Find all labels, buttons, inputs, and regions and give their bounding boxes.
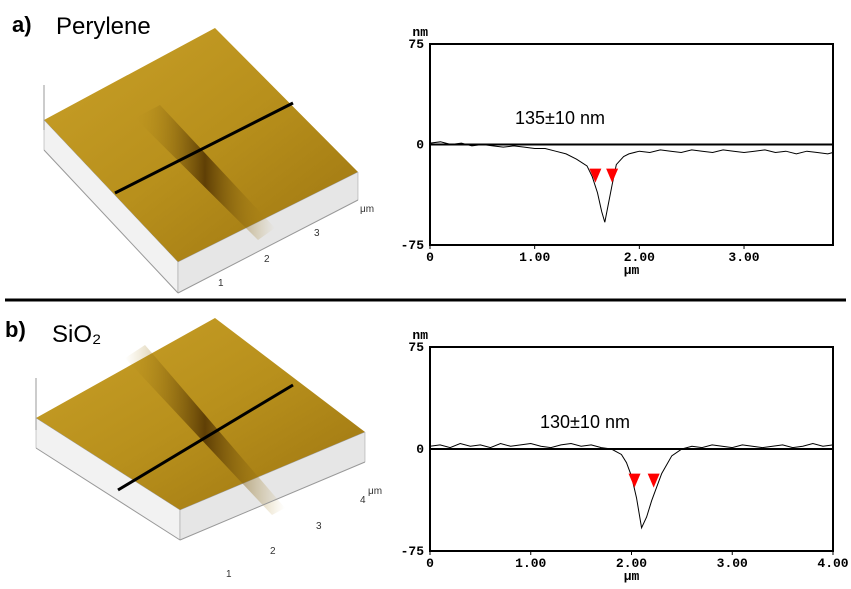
cursor-marker: [648, 474, 660, 488]
profile-line: [430, 444, 833, 528]
cursor-marker: [629, 474, 641, 488]
afm-tick: 1: [226, 569, 232, 580]
x-tick-label: 3.00: [728, 250, 759, 265]
x-tick-label: 0: [426, 250, 434, 265]
x-tick-label: 0: [426, 556, 434, 571]
afm-tick: 2: [264, 254, 270, 265]
y-axis-label: nm: [412, 25, 428, 40]
panel-label: b): [5, 317, 26, 342]
afm-tick: 2: [270, 546, 276, 557]
panel-title: Perylene: [56, 13, 151, 40]
x-axis-label: μm: [624, 263, 640, 278]
afm-tick: 3: [314, 228, 320, 239]
annotation: 135±10 nm: [515, 108, 605, 128]
figure: a) Perylene b) SiO₂ 1 2 3 μm 1 2 3 4 μm …: [0, 0, 851, 589]
afm-unit: μm: [368, 486, 382, 497]
cursor-marker: [589, 169, 601, 183]
y-tick-label: 0: [416, 138, 424, 153]
afm-image: [44, 28, 358, 293]
afm-tick: 4: [360, 495, 366, 506]
x-tick-label: 1.00: [519, 250, 550, 265]
y-tick-label: -75: [401, 544, 425, 559]
afm-tick: 3: [316, 521, 322, 532]
x-tick-label: 3.00: [717, 556, 748, 571]
x-tick-label: 1.00: [515, 556, 546, 571]
y-axis-label: nm: [412, 328, 428, 343]
panel-title: SiO₂: [52, 321, 101, 348]
afm-unit: μm: [360, 204, 374, 215]
afm-tick: 1: [218, 278, 224, 289]
afm-image: [36, 318, 365, 540]
profile-line: [430, 142, 833, 222]
x-axis-label: μm: [624, 569, 640, 584]
annotation: 130±10 nm: [540, 412, 630, 432]
x-tick-label: 4.00: [817, 556, 848, 571]
y-tick-label: 0: [416, 442, 424, 457]
y-tick-label: -75: [401, 238, 425, 253]
panel-label: a): [12, 12, 32, 37]
cursor-marker: [606, 169, 618, 183]
